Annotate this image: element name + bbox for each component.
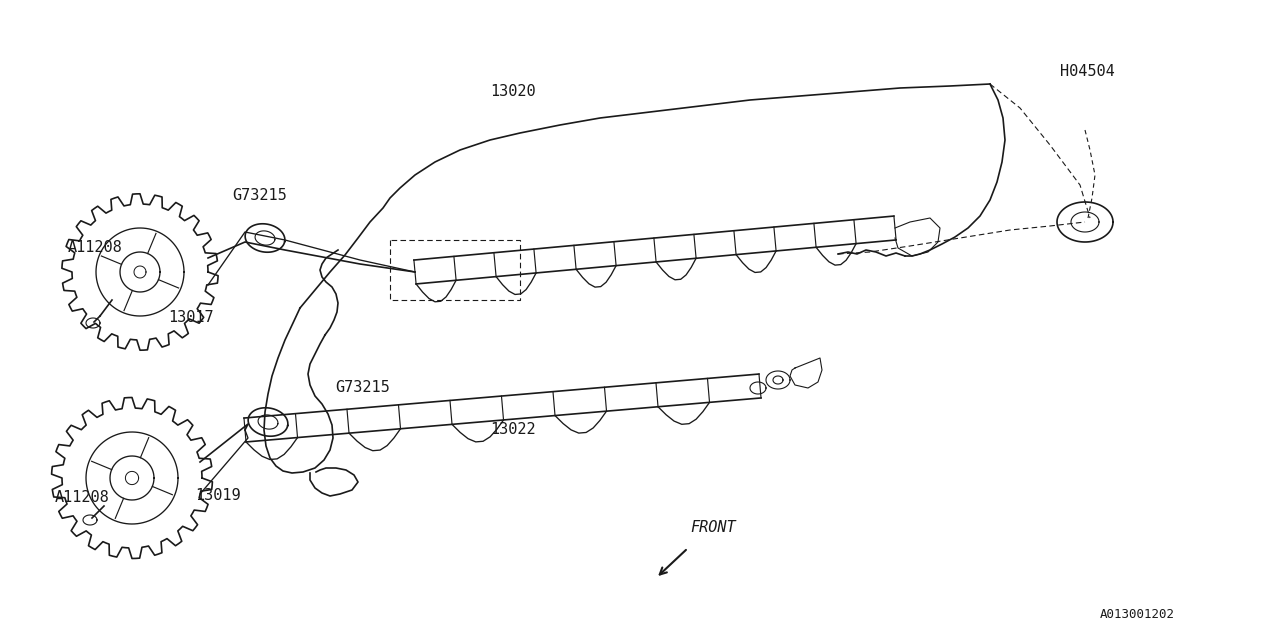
Text: FRONT: FRONT <box>690 520 736 536</box>
Text: A11208: A11208 <box>68 241 123 255</box>
Text: G73215: G73215 <box>232 189 287 204</box>
Text: 13020: 13020 <box>490 84 535 99</box>
Text: A11208: A11208 <box>55 490 110 506</box>
Text: 13022: 13022 <box>490 422 535 438</box>
Text: A013001202: A013001202 <box>1100 609 1175 621</box>
Text: G73215: G73215 <box>335 381 389 396</box>
Text: 13019: 13019 <box>195 488 241 504</box>
Text: 13017: 13017 <box>168 310 214 326</box>
Text: H04504: H04504 <box>1060 65 1115 79</box>
